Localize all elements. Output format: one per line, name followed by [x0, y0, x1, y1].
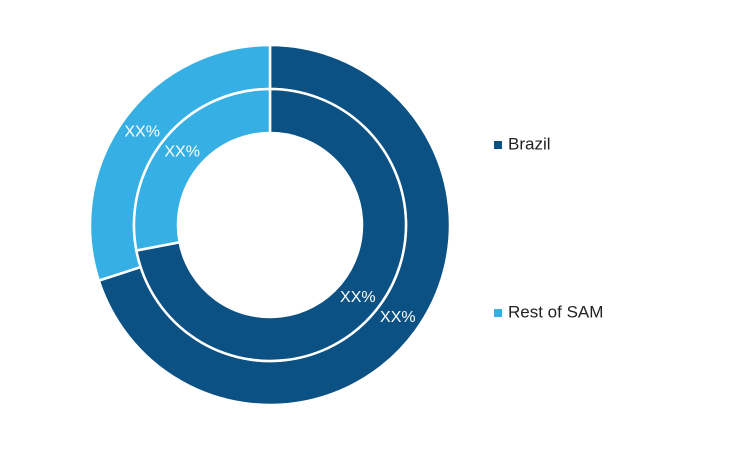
data-label: XX% — [380, 309, 416, 326]
data-label: XX% — [164, 144, 200, 161]
donut-segment — [134, 87, 408, 363]
legend-marker — [494, 309, 502, 317]
legend-marker — [494, 141, 502, 149]
legend-label: Rest of SAM — [508, 302, 603, 321]
legend-label: Brazil — [508, 134, 551, 153]
data-label: XX% — [340, 289, 376, 306]
donut-segment — [132, 87, 272, 252]
data-label: XX% — [124, 123, 160, 140]
